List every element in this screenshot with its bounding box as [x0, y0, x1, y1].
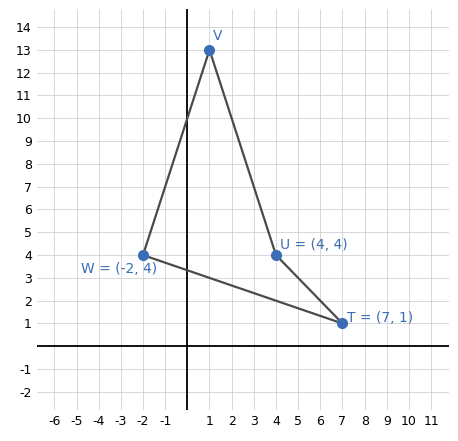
Text: W = (-2, 4): W = (-2, 4) [81, 262, 157, 276]
Text: T = (7, 1): T = (7, 1) [347, 310, 413, 325]
Text: U = (4, 4): U = (4, 4) [280, 238, 348, 252]
Text: V: V [213, 29, 222, 43]
